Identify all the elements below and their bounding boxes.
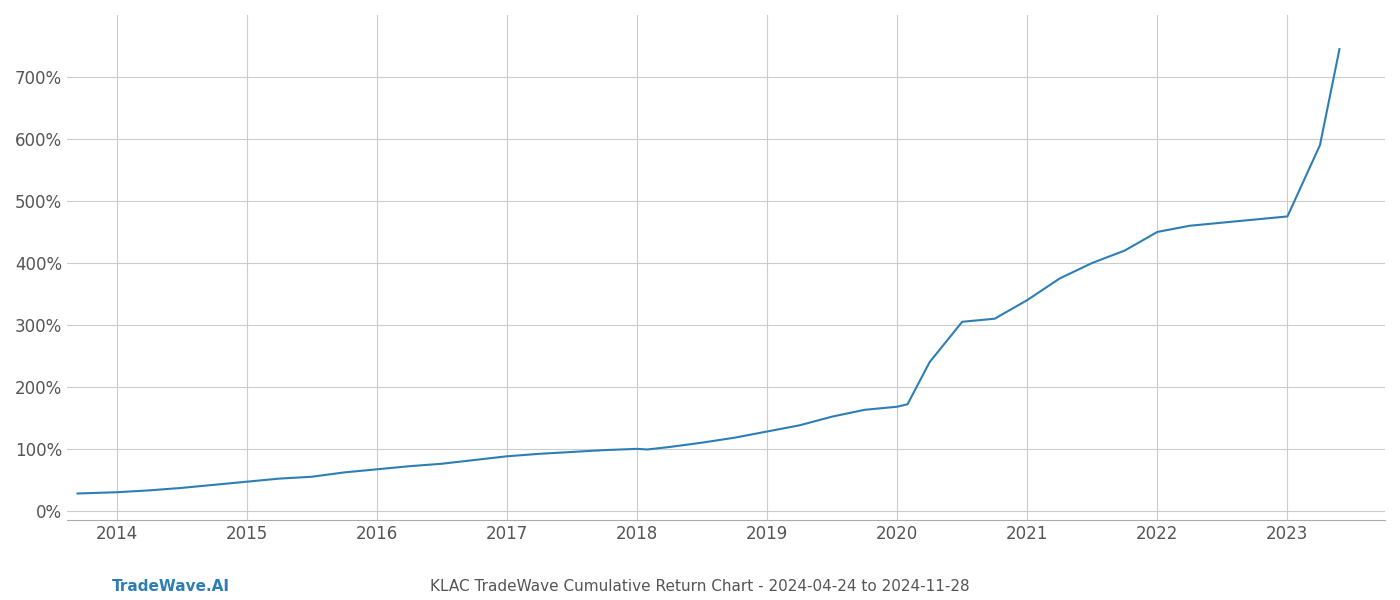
Text: TradeWave.AI: TradeWave.AI (112, 579, 230, 594)
Text: KLAC TradeWave Cumulative Return Chart - 2024-04-24 to 2024-11-28: KLAC TradeWave Cumulative Return Chart -… (430, 579, 970, 594)
